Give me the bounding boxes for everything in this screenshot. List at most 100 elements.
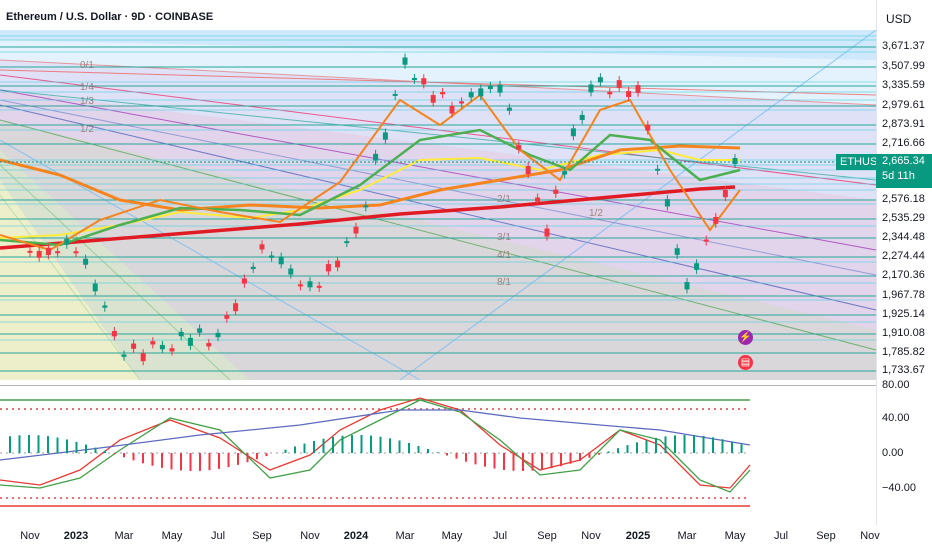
time-axis-label: 2025 [625,530,651,542]
candle-body [570,128,576,137]
time-axis-label: May [441,530,463,542]
candle-body [468,92,474,98]
price-axis-label: 3,335.59 [882,79,925,91]
ma-line-orange [0,144,741,212]
fan-label: 3/1 [497,232,511,243]
candle-body [344,241,350,244]
candle-body [187,337,193,346]
price-axis-divider [876,0,877,525]
time-axis-label: Jul [210,530,226,542]
candle-body [732,158,738,164]
candle-body [562,171,568,175]
flag-icon[interactable]: ▤ [738,355,753,370]
fan-label: 1/2 [80,124,94,135]
candle-body [616,80,622,88]
candle-body [655,168,661,171]
candle-body [64,238,70,245]
ticker-symbol-badge: ETHUSD [836,154,890,170]
fan-label: 0/1 [80,60,94,71]
fan-line [0,119,877,351]
price-axis-label: 1,925.14 [882,308,925,320]
fan-zone [0,180,140,380]
candle-body [588,84,594,93]
candle-body [27,250,33,253]
price-axis-label: 2,979.61 [882,99,925,111]
candle-body [206,343,212,347]
candle-body [525,166,531,175]
candle-body [140,353,146,362]
fan-label: 1/4 [80,82,94,93]
price-axis-label: 2,535.29 [882,212,925,224]
candle-body [316,285,322,288]
candle-body [36,250,42,258]
price-axis-label: 2,576.18 [882,193,925,205]
fan-line [0,69,877,96]
price-axis-label: 2,873.91 [882,118,925,130]
pane-divider[interactable] [0,385,876,386]
candle-body [535,197,541,202]
candle-body [421,78,427,85]
candle-body [215,332,221,338]
price-axis-label: 1,967.78 [882,289,925,301]
candle-body [684,282,690,290]
price-axis-label: 1,785.82 [882,346,925,358]
candle-body [278,256,284,265]
time-axis-label: Sep [537,530,557,542]
oscillator-axis-label: 80.00 [882,379,910,391]
price-axis-label: 2,344.48 [882,231,925,243]
candle-body [131,343,137,349]
last-price-value: 2,665.34 [882,155,925,167]
currency-selector[interactable]: USD [886,12,912,26]
candle-body [459,101,465,104]
candle-body [159,344,165,350]
candle-body [497,84,503,93]
candle-body [402,57,408,65]
time-axis-label: May [724,530,746,542]
price-axis-label: 2,716.66 [882,137,925,149]
candle-body [694,263,700,270]
time-axis-label: Sep [816,530,836,542]
fan-label: 1/2 [589,208,603,219]
candle-body [449,105,455,114]
candle-body [487,85,493,90]
chart-title: Ethereum / U.S. Dollar · 9D · COINBASE [6,11,214,23]
time-axis-label: Nov [581,530,601,542]
candle-body [713,216,719,224]
ma-line-orange-fast [0,93,741,252]
time-axis-label: Mar [395,530,415,542]
price-axis-label: 1,733.67 [882,364,925,376]
time-axis-label: Mar [677,530,697,542]
last-price-badge: 2,665.34 5d 11h [876,154,932,188]
fan-label: 4/1 [497,250,511,261]
candle-body [288,268,294,275]
candle-body [607,91,613,95]
candle-body [92,283,98,292]
candle-body [553,189,559,194]
candle-body [55,251,61,254]
lightning-icon[interactable]: ⚡ [738,330,753,345]
time-axis-label: Sep [252,530,272,542]
oscillator-axis-label: 40.00 [882,412,910,424]
candle-body [178,331,184,337]
candle-body [197,328,203,333]
time-axis-label: 2024 [343,530,369,542]
candle-body [111,331,117,337]
fan-label: 2/1 [497,194,511,205]
price-axis-label: 2,170.36 [882,269,925,281]
candle-body [392,93,398,96]
candle-body [335,260,341,268]
candle-body [440,92,446,95]
candle-body [224,315,230,319]
osc-slow-line [0,409,751,461]
candle-body [233,303,239,312]
candle-body [382,132,388,140]
osc-signal-line [0,397,751,489]
fan-zone [0,30,876,60]
candle-body [411,78,417,81]
candle-body [297,284,303,287]
ma-line-green [0,128,741,247]
time-axis-label: Nov [300,530,320,542]
time-axis-label: Jul [773,530,789,542]
